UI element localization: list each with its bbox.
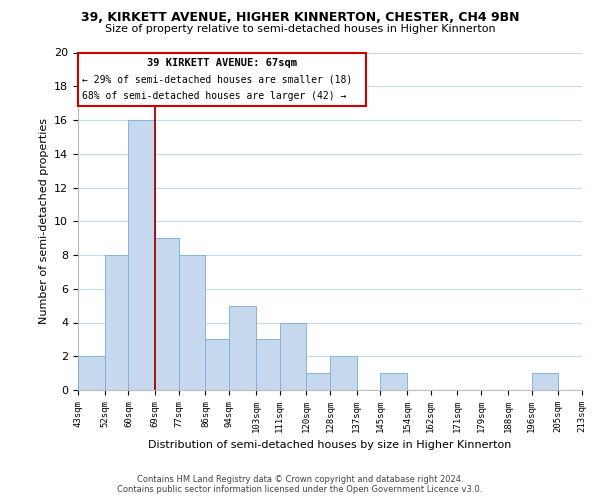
Bar [380, 373, 407, 390]
Bar [78, 356, 104, 390]
Text: Contains HM Land Registry data © Crown copyright and database right 2024.
Contai: Contains HM Land Registry data © Crown c… [118, 474, 482, 494]
Text: 39 KIRKETT AVENUE: 67sqm: 39 KIRKETT AVENUE: 67sqm [147, 58, 297, 68]
Bar [229, 306, 256, 390]
Text: 68% of semi-detached houses are larger (42) →: 68% of semi-detached houses are larger (… [82, 92, 347, 102]
FancyBboxPatch shape [78, 52, 365, 106]
Bar [155, 238, 179, 390]
Bar [256, 340, 280, 390]
Text: Size of property relative to semi-detached houses in Higher Kinnerton: Size of property relative to semi-detach… [104, 24, 496, 34]
Bar [330, 356, 356, 390]
Bar [128, 120, 155, 390]
Text: ← 29% of semi-detached houses are smaller (18): ← 29% of semi-detached houses are smalle… [82, 74, 353, 85]
X-axis label: Distribution of semi-detached houses by size in Higher Kinnerton: Distribution of semi-detached houses by … [148, 440, 512, 450]
Bar [582, 373, 600, 390]
Text: 39, KIRKETT AVENUE, HIGHER KINNERTON, CHESTER, CH4 9BN: 39, KIRKETT AVENUE, HIGHER KINNERTON, CH… [81, 11, 519, 24]
Bar [104, 255, 128, 390]
Bar [532, 373, 558, 390]
Bar [205, 340, 229, 390]
Y-axis label: Number of semi-detached properties: Number of semi-detached properties [38, 118, 49, 324]
Bar [179, 255, 205, 390]
Bar [280, 322, 306, 390]
Bar [306, 373, 330, 390]
